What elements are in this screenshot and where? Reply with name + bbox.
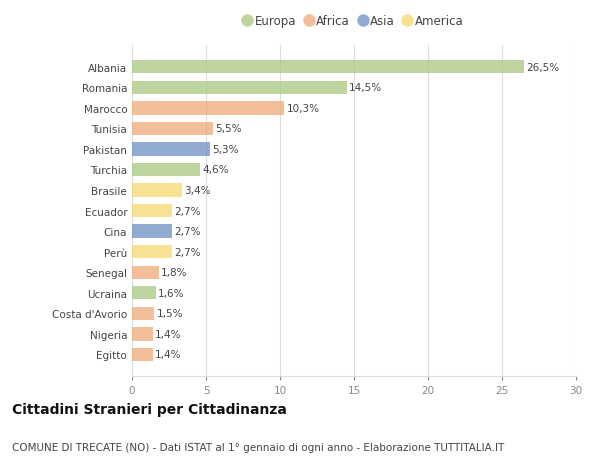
Bar bbox=[132, 163, 200, 177]
Bar bbox=[132, 246, 172, 259]
Bar bbox=[132, 61, 524, 74]
Text: 1,8%: 1,8% bbox=[161, 268, 187, 278]
Bar bbox=[132, 266, 158, 280]
Text: 1,4%: 1,4% bbox=[155, 350, 181, 360]
Bar bbox=[132, 123, 214, 136]
Legend: Europa, Africa, Asia, America: Europa, Africa, Asia, America bbox=[244, 16, 464, 28]
Text: 5,5%: 5,5% bbox=[215, 124, 242, 134]
Bar bbox=[132, 307, 154, 320]
Bar bbox=[132, 286, 155, 300]
Bar bbox=[132, 184, 182, 197]
Text: 1,4%: 1,4% bbox=[155, 329, 181, 339]
Bar bbox=[132, 348, 153, 361]
Bar bbox=[132, 143, 211, 156]
Bar bbox=[132, 81, 347, 95]
Text: 5,3%: 5,3% bbox=[212, 145, 239, 155]
Text: 2,7%: 2,7% bbox=[174, 247, 200, 257]
Bar bbox=[132, 102, 284, 115]
Text: 26,5%: 26,5% bbox=[526, 62, 560, 73]
Text: 2,7%: 2,7% bbox=[174, 227, 200, 237]
Bar bbox=[132, 204, 172, 218]
Text: 14,5%: 14,5% bbox=[349, 83, 382, 93]
Bar bbox=[132, 225, 172, 238]
Text: 4,6%: 4,6% bbox=[202, 165, 229, 175]
Bar bbox=[132, 328, 153, 341]
Text: Cittadini Stranieri per Cittadinanza: Cittadini Stranieri per Cittadinanza bbox=[12, 402, 287, 416]
Text: 1,5%: 1,5% bbox=[157, 309, 183, 319]
Text: 10,3%: 10,3% bbox=[287, 104, 320, 113]
Text: 1,6%: 1,6% bbox=[158, 288, 184, 298]
Text: 2,7%: 2,7% bbox=[174, 206, 200, 216]
Text: 3,4%: 3,4% bbox=[185, 185, 211, 196]
Text: COMUNE DI TRECATE (NO) - Dati ISTAT al 1° gennaio di ogni anno - Elaborazione TU: COMUNE DI TRECATE (NO) - Dati ISTAT al 1… bbox=[12, 442, 504, 452]
